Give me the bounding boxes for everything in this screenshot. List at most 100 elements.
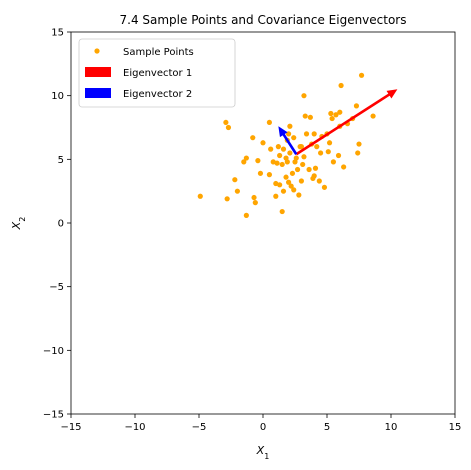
data-point bbox=[224, 196, 230, 202]
data-point bbox=[370, 113, 376, 119]
data-point bbox=[292, 159, 298, 165]
data-point bbox=[243, 212, 249, 218]
y-tick-label: 10 bbox=[51, 91, 64, 102]
legend: Sample Points Eigenvector 1 Eigenvector 2 bbox=[78, 38, 236, 108]
data-point bbox=[277, 152, 283, 159]
data-point bbox=[255, 158, 261, 164]
plot-area bbox=[197, 72, 398, 218]
data-point bbox=[288, 183, 294, 189]
data-point bbox=[325, 149, 331, 155]
data-point bbox=[266, 119, 272, 126]
eigenvector-1-arrow bbox=[295, 89, 398, 156]
x-tick-label: 15 bbox=[449, 422, 462, 433]
data-point bbox=[338, 82, 344, 89]
y-tick-label: 5 bbox=[58, 155, 64, 166]
legend-marker-sample-points bbox=[94, 48, 100, 54]
x-axis-label-sub: 1 bbox=[264, 452, 269, 461]
y-axis-label-sub: 2 bbox=[18, 217, 27, 222]
data-point bbox=[234, 188, 240, 194]
data-point bbox=[277, 182, 283, 188]
data-point bbox=[286, 179, 292, 185]
data-point bbox=[251, 194, 257, 201]
legend-patch-eigenvector-2 bbox=[85, 88, 111, 98]
data-point bbox=[307, 114, 313, 120]
data-point bbox=[289, 170, 296, 176]
data-point bbox=[268, 146, 274, 152]
data-point bbox=[257, 170, 264, 176]
data-point bbox=[291, 135, 297, 141]
data-point bbox=[318, 150, 324, 156]
data-point bbox=[232, 177, 238, 183]
x-tick-label: −10 bbox=[124, 422, 145, 433]
x-tick-label: 5 bbox=[324, 422, 330, 433]
data-point bbox=[333, 112, 339, 118]
data-point bbox=[273, 193, 279, 199]
data-point bbox=[275, 144, 281, 150]
data-point bbox=[280, 146, 287, 152]
y-axis-label: X2 bbox=[10, 217, 27, 231]
data-point bbox=[223, 119, 229, 126]
data-point bbox=[279, 208, 285, 215]
data-point bbox=[356, 141, 362, 147]
data-point bbox=[326, 140, 333, 146]
y-axis-label-base: X bbox=[10, 221, 23, 230]
x-tick-label: −5 bbox=[192, 422, 207, 433]
data-point bbox=[287, 123, 293, 129]
data-point bbox=[197, 193, 203, 199]
data-point bbox=[296, 192, 302, 198]
data-point bbox=[300, 161, 306, 168]
data-point bbox=[311, 173, 317, 179]
legend-patch-eigenvector-1 bbox=[85, 67, 111, 77]
data-point bbox=[328, 110, 334, 117]
data-point bbox=[298, 144, 304, 150]
axes: −15 −10 −5 0 5 10 15 −15 −10 −5 0 5 10 15 bbox=[43, 28, 461, 434]
data-point bbox=[294, 166, 301, 173]
data-point bbox=[306, 166, 312, 173]
data-point bbox=[330, 159, 336, 165]
data-point bbox=[314, 144, 320, 150]
chart-title: 7.4 Sample Points and Covariance Eigenve… bbox=[120, 13, 407, 27]
eigenvector-2-arrow bbox=[278, 126, 298, 155]
data-point bbox=[301, 93, 307, 99]
data-point bbox=[316, 178, 322, 184]
data-point bbox=[311, 131, 317, 137]
data-point bbox=[260, 140, 266, 146]
data-point bbox=[321, 184, 328, 190]
data-point bbox=[250, 135, 256, 141]
y-tick-label: −5 bbox=[49, 282, 64, 293]
data-point bbox=[341, 164, 347, 170]
data-point bbox=[243, 155, 249, 161]
data-point bbox=[301, 154, 307, 160]
data-point bbox=[303, 131, 310, 137]
legend-label: Sample Points bbox=[123, 47, 194, 58]
data-point bbox=[312, 165, 319, 171]
data-point bbox=[337, 109, 343, 115]
x-axis-label: X1 bbox=[256, 444, 270, 461]
data-point bbox=[274, 160, 280, 166]
plot-clip-group bbox=[197, 72, 398, 218]
data-point bbox=[266, 172, 272, 178]
y-tick-label: 0 bbox=[58, 219, 64, 230]
y-tick-label: −10 bbox=[43, 346, 64, 357]
x-tick-label: 0 bbox=[260, 422, 266, 433]
data-point bbox=[279, 161, 285, 168]
y-tick-label: 15 bbox=[51, 28, 64, 39]
data-point bbox=[329, 115, 335, 122]
x-tick-label: −15 bbox=[60, 422, 81, 433]
legend-label: Eigenvector 2 bbox=[123, 89, 192, 100]
legend-label: Eigenvector 1 bbox=[123, 68, 192, 79]
data-point bbox=[287, 150, 293, 156]
data-point bbox=[283, 155, 289, 161]
data-point bbox=[283, 174, 289, 180]
data-point bbox=[286, 131, 292, 137]
data-point bbox=[335, 152, 342, 159]
data-point bbox=[358, 72, 365, 78]
data-point bbox=[355, 150, 361, 156]
data-point bbox=[291, 187, 297, 193]
x-axis-label-base: X bbox=[256, 444, 265, 457]
data-point bbox=[302, 113, 308, 119]
data-point bbox=[280, 188, 287, 194]
data-point bbox=[225, 124, 232, 131]
